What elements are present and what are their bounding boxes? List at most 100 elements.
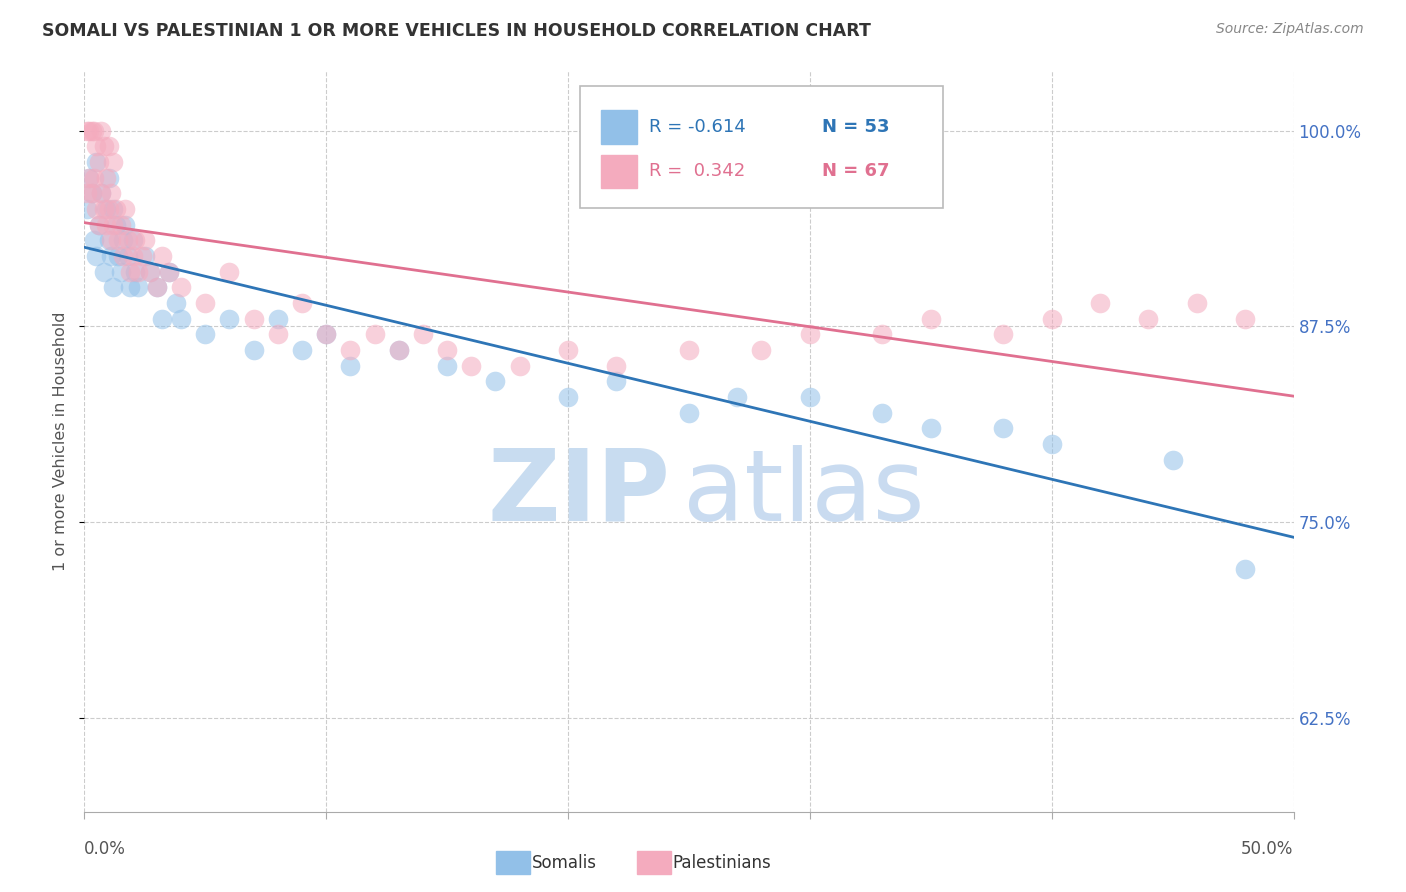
Point: [121, 249, 143, 263]
Point: [90, 186, 112, 201]
Point: [107, 249, 129, 263]
Point: [993, 421, 1015, 435]
Point: [799, 327, 821, 342]
Point: [120, 265, 142, 279]
Bar: [600, 111, 637, 144]
Point: [170, 311, 193, 326]
Point: [100, 186, 122, 201]
Point: [86, 155, 108, 169]
FancyBboxPatch shape: [581, 87, 943, 209]
Point: [86, 139, 108, 153]
Point: [150, 249, 173, 263]
Point: [412, 327, 434, 342]
Point: [339, 359, 361, 373]
Point: [127, 280, 149, 294]
Point: [291, 343, 314, 357]
Point: [100, 249, 122, 263]
Point: [1234, 562, 1257, 576]
Point: [194, 327, 217, 342]
Point: [605, 374, 627, 388]
Point: [97, 234, 120, 248]
Text: 50.0%: 50.0%: [1241, 840, 1294, 858]
Point: [77, 170, 100, 185]
Point: [920, 421, 942, 435]
Point: [76, 124, 98, 138]
Point: [138, 265, 160, 279]
Point: [107, 234, 129, 248]
Text: R = -0.614: R = -0.614: [650, 118, 745, 136]
Point: [76, 186, 98, 201]
Point: [460, 359, 482, 373]
Point: [94, 202, 117, 216]
Point: [134, 249, 156, 263]
Point: [267, 327, 290, 342]
Point: [90, 186, 112, 201]
Point: [124, 234, 146, 248]
Point: [678, 406, 700, 420]
Text: atlas: atlas: [683, 445, 925, 541]
Text: SOMALI VS PALESTINIAN 1 OR MORE VEHICLES IN HOUSEHOLD CORRELATION CHART: SOMALI VS PALESTINIAN 1 OR MORE VEHICLES…: [42, 22, 872, 40]
Point: [267, 311, 290, 326]
Point: [134, 234, 156, 248]
Point: [509, 359, 531, 373]
Point: [97, 170, 120, 185]
Point: [103, 218, 125, 232]
Point: [131, 249, 153, 263]
Point: [93, 139, 115, 153]
Point: [484, 374, 506, 388]
Point: [315, 327, 337, 342]
Y-axis label: 1 or more Vehicles in Household: 1 or more Vehicles in Household: [53, 312, 69, 571]
Point: [150, 311, 173, 326]
Point: [121, 234, 143, 248]
Point: [86, 202, 108, 216]
Point: [315, 327, 337, 342]
Point: [117, 234, 139, 248]
Bar: [600, 154, 637, 188]
Point: [557, 343, 579, 357]
Point: [93, 202, 115, 216]
Point: [103, 155, 125, 169]
Point: [1161, 452, 1184, 467]
Point: [83, 234, 105, 248]
Text: Palestinians: Palestinians: [672, 854, 770, 871]
Point: [93, 265, 115, 279]
Point: [993, 327, 1015, 342]
Point: [194, 296, 217, 310]
Point: [83, 124, 105, 138]
Point: [114, 218, 136, 232]
Point: [87, 155, 110, 169]
Point: [872, 327, 894, 342]
Text: N = 67: N = 67: [823, 162, 890, 180]
Point: [127, 265, 149, 279]
Point: [218, 265, 240, 279]
Point: [388, 343, 411, 357]
Point: [363, 327, 385, 342]
Point: [104, 202, 127, 216]
Point: [80, 186, 103, 201]
Point: [110, 265, 132, 279]
Point: [157, 265, 180, 279]
Text: 0.0%: 0.0%: [84, 840, 127, 858]
Point: [1234, 311, 1257, 326]
Point: [77, 124, 100, 138]
Point: [678, 343, 700, 357]
Point: [388, 343, 411, 357]
Text: R =  0.342: R = 0.342: [650, 162, 745, 180]
Point: [87, 218, 110, 232]
Point: [76, 202, 98, 216]
Point: [1040, 311, 1063, 326]
Point: [120, 280, 142, 294]
Point: [97, 202, 120, 216]
Point: [94, 218, 117, 232]
Point: [872, 406, 894, 420]
Point: [218, 311, 240, 326]
Text: Source: ZipAtlas.com: Source: ZipAtlas.com: [1216, 22, 1364, 37]
Point: [1088, 296, 1111, 310]
Point: [557, 390, 579, 404]
Point: [114, 202, 136, 216]
Point: [920, 311, 942, 326]
Point: [157, 265, 180, 279]
Point: [725, 390, 748, 404]
Point: [104, 218, 127, 232]
Point: [751, 343, 773, 357]
